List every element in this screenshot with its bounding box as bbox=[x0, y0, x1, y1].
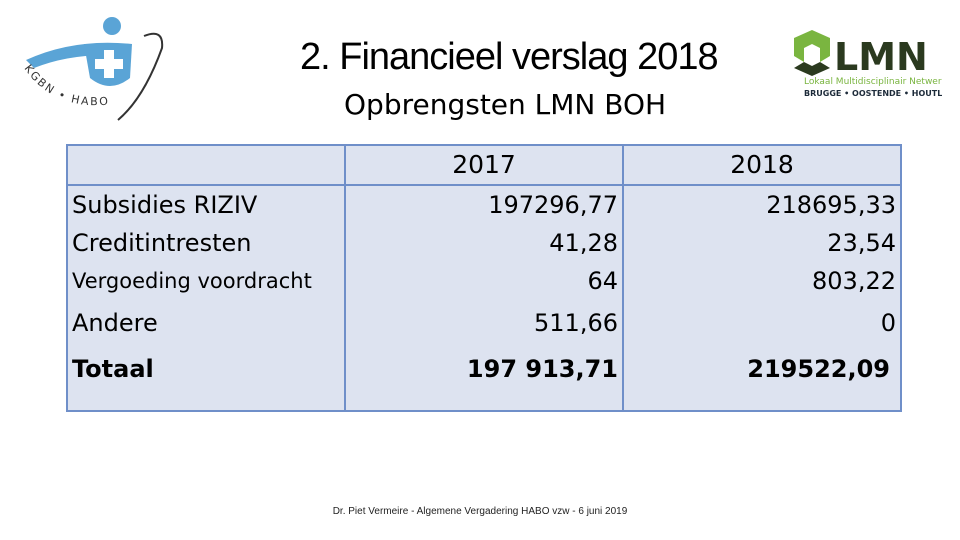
header-2017: 2017 bbox=[344, 144, 624, 186]
header-2017-label: 2017 bbox=[452, 150, 516, 179]
value-2017: 197296,77 bbox=[488, 191, 618, 219]
table-body-row: Subsidies RIZIV Creditintresten Vergoedi… bbox=[66, 184, 902, 412]
income-table: 2017 2018 Subsidies RIZIV Creditintreste… bbox=[66, 144, 902, 412]
slide-subtitle: Opbrengsten LMN BOH bbox=[344, 88, 667, 121]
values-2018-cell: 218695,33 23,54 803,22 0 219522,09 bbox=[622, 184, 902, 412]
row-label: Creditintresten bbox=[72, 229, 252, 257]
lmn-wordmark: LMN bbox=[834, 35, 928, 79]
slide-title: 2. Financieel verslag 2018 bbox=[300, 36, 719, 78]
value-2018: 23,54 bbox=[827, 229, 896, 257]
row-label: Vergoeding voordracht bbox=[72, 269, 312, 293]
value-2018: 218695,33 bbox=[766, 191, 896, 219]
header-2018-label: 2018 bbox=[730, 150, 794, 179]
kgbn-habo-logo: KGBN • HABO bbox=[14, 8, 174, 128]
row-label: Subsidies RIZIV bbox=[72, 191, 258, 219]
value-2017: 64 bbox=[587, 267, 618, 295]
values-2017-cell: 197296,77 41,28 64 511,66 197 913,71 bbox=[344, 184, 624, 412]
total-label: Totaal bbox=[72, 355, 154, 383]
value-2017: 511,66 bbox=[534, 309, 618, 337]
slide-footer: Dr. Piet Vermeire - Algemene Vergadering… bbox=[332, 506, 628, 517]
value-2018: 0 bbox=[880, 309, 896, 337]
table-header-row: 2017 2018 bbox=[66, 144, 902, 186]
row-label: Andere bbox=[72, 309, 158, 337]
total-2017: 197 913,71 bbox=[466, 355, 618, 383]
lmn-logo: LMN Lokaal Multidisciplinair Netwerk BRU… bbox=[790, 28, 960, 108]
header-2018: 2018 bbox=[622, 144, 902, 186]
header-label-cell bbox=[66, 144, 346, 186]
value-2018: 803,22 bbox=[812, 267, 896, 295]
lmn-subtitle: Lokaal Multidisciplinair Netwerk bbox=[804, 77, 942, 87]
row-labels-cell: Subsidies RIZIV Creditintresten Vergoedi… bbox=[66, 184, 346, 412]
value-2017: 41,28 bbox=[549, 229, 618, 257]
lmn-locations: BRUGGE • OOSTENDE • HOUTLAND bbox=[804, 89, 942, 98]
total-2018: 219522,09 bbox=[747, 355, 890, 383]
